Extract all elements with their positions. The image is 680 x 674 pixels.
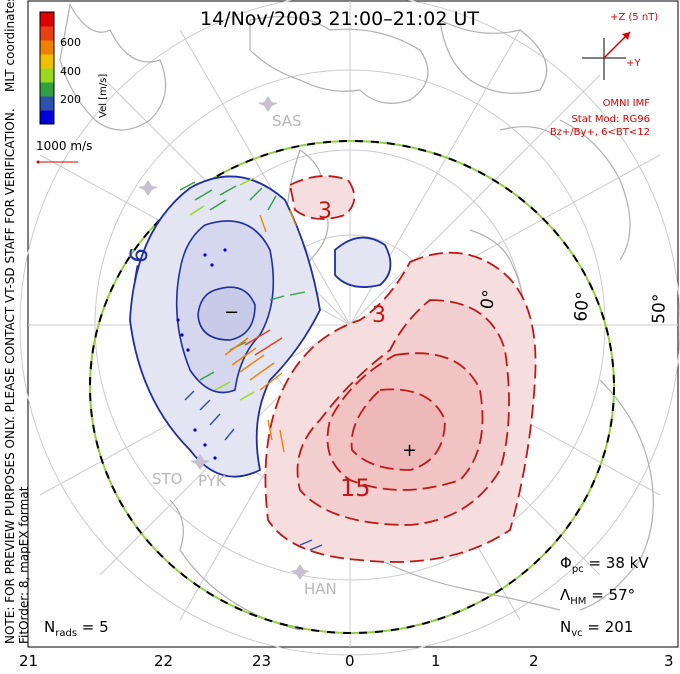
hm-boundary	[89, 140, 615, 634]
station-pyk: PYK	[190, 454, 227, 490]
colorbar-tick-600: 600	[60, 36, 81, 49]
mlt-hour-0: 0	[345, 652, 355, 670]
map-title: 14/Nov/2003 21:00–21:02 UT	[200, 8, 480, 30]
station-pyk-label: PYK	[198, 472, 227, 490]
colorbar-segment	[40, 54, 54, 69]
colorbar-tick-400: 400	[60, 65, 81, 78]
mlt-hour-1: 1	[431, 652, 441, 670]
imf-conditions: Bz+/By+, 6<BT<12	[549, 127, 650, 138]
station-han-label: HAN	[304, 580, 337, 598]
colorbar-segment	[40, 12, 54, 27]
colorbar-segment	[40, 82, 54, 97]
reference-vector-dot	[36, 160, 40, 164]
colorbar-segment	[40, 68, 54, 83]
reference-vector-label: 1000 m/s	[36, 139, 93, 153]
lambda-hm-value: 57°	[608, 586, 636, 604]
n-rads-readout: Nrads = 5	[44, 618, 109, 639]
negative-cell	[129, 175, 392, 478]
preview-note-text: NOTE: FOR PREVIEW PURPOSES ONLY. PLEASE …	[3, 108, 17, 644]
velocity-vectors	[176, 177, 323, 551]
mlt-hour-3: 3	[664, 652, 674, 670]
colorbar-segment	[40, 110, 54, 125]
n-rads-value: 5	[99, 618, 109, 636]
phi-pc-readout: Φpc = 38 kV	[560, 554, 649, 575]
min-marker-text: −	[224, 302, 239, 323]
station-han: HAN	[290, 564, 337, 598]
contour-label-positive-small: 3	[318, 199, 332, 224]
station-sas-label: SAS	[272, 112, 302, 130]
lambda-hm-readout: ΛHM = 57°	[560, 586, 636, 607]
max-marker-text: +	[402, 440, 417, 461]
mlt-hour-2: 2	[529, 652, 539, 670]
imf-z-label: +Z (5 nT)	[610, 12, 659, 23]
colorbar-segment	[40, 96, 54, 111]
station-sas: SAS	[258, 96, 302, 130]
latitude-label-3: 50°	[649, 293, 670, 324]
n-vc-value: 201	[604, 618, 634, 636]
stations: SAS STO PYK HAN	[138, 96, 337, 598]
mlt-hour-21: 21	[19, 652, 39, 670]
contour-label-positive-mid: 3	[372, 303, 386, 328]
imf-clock	[582, 31, 631, 80]
imf-source: OMNI IMF	[602, 98, 650, 109]
phi-pc-value: 38 kV	[605, 554, 649, 572]
contour-label-positive-inner: 15	[340, 474, 371, 502]
colorbar-border	[39, 11, 55, 125]
preview-note: NOTE: FOR PREVIEW PURPOSES ONLY. PLEASE …	[3, 108, 31, 644]
n-vc-readout: Nvc = 201	[560, 618, 634, 639]
contour-label-negative: −6	[120, 245, 154, 285]
positive-cell	[264, 175, 537, 563]
station-sto: STO	[138, 180, 183, 488]
colorbar-tick-200: 200	[60, 93, 81, 106]
imf-y-label: +Y	[626, 58, 641, 69]
colorbar-segment	[40, 40, 54, 55]
colorbar-segment	[40, 26, 54, 41]
latitude-label-2: 60°	[571, 291, 594, 323]
stat-model: Stat Mod: RG96	[571, 114, 650, 125]
potential-minimum-marker: −	[224, 302, 239, 323]
potential-maximum-marker: +	[402, 440, 417, 461]
velocity-colorbar	[39, 11, 55, 125]
fit-order-text: FitOrder: 8, mapEX format	[17, 486, 31, 644]
colorbar-label: Vel [m/s]	[98, 73, 109, 118]
mlt-hour-23: 23	[252, 652, 272, 670]
mlt-coordinates-label: MLT coordinates	[3, 0, 17, 92]
latitude-label-1: 0°	[477, 288, 500, 311]
station-sto-label: STO	[152, 470, 183, 488]
mlt-hour-22: 22	[154, 652, 174, 670]
